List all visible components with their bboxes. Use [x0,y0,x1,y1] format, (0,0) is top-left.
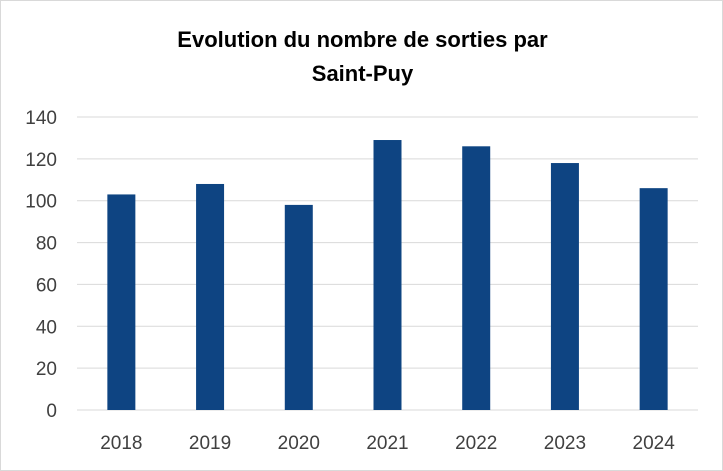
bar-2019 [196,183,225,410]
chart-title-line-1: Evolution du nombre de sorties par [177,27,548,52]
bar-2020 [284,204,313,410]
x-tick-label: 2018 [100,433,142,454]
x-tick-label: 2024 [633,433,676,454]
y-tick-label: 40 [36,317,57,338]
y-tick-label: 60 [36,275,57,296]
bar-2018 [107,194,136,410]
x-axis-ticks: 2018 2019 2020 2021 2022 2023 2024 [100,433,675,454]
x-tick-label: 2019 [189,433,231,454]
y-tick-label: 0 [46,401,57,422]
bar-2023 [550,163,579,410]
bar-2021 [373,140,402,410]
y-axis-ticks: 0 20 40 60 80 100 120 140 [25,108,57,422]
bars [107,140,668,411]
y-tick-label: 140 [25,108,57,129]
x-tick-label: 2023 [544,433,586,454]
x-tick-label: 2021 [366,433,408,454]
chart-title-line-2: Saint-Puy [311,61,414,86]
chart-title: Evolution du nombre de sorties par Saint… [1,23,723,91]
x-tick-label: 2020 [278,433,320,454]
y-tick-label: 100 [25,192,57,213]
bar-2024 [639,188,668,410]
y-tick-label: 120 [25,150,57,171]
x-tick-label: 2022 [455,433,497,454]
y-tick-label: 80 [36,234,57,255]
y-tick-label: 20 [36,359,57,380]
bar-2022 [462,146,491,411]
